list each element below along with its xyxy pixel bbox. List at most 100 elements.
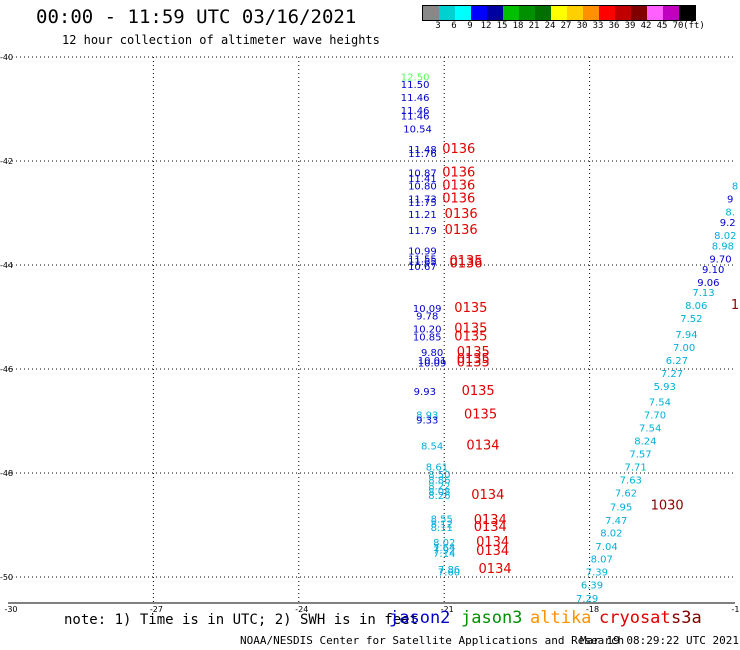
wave-height-value: 11.46 <box>401 111 430 122</box>
satellite-jason3: jason3 <box>461 608 523 628</box>
wave-height-value: 7.63 <box>620 475 642 486</box>
satellite-jason2: jason2 <box>389 608 451 628</box>
longitude-tick-label: -24 <box>295 605 308 614</box>
wave-height-value: 7.54 <box>639 423 661 434</box>
wave-height-value: 11.41 <box>408 174 437 185</box>
wave-height-value: 7.64 <box>433 543 455 554</box>
wave-height-value: 8.08 <box>428 487 450 498</box>
wave-height-value: 8.06 <box>685 301 707 312</box>
wave-height-value: 8.11 <box>431 523 453 534</box>
legend-label: 6 <box>451 21 457 31</box>
wave-height-value: 10.54 <box>403 124 432 135</box>
wave-height-value: 7.00 <box>673 343 695 354</box>
wave-height-value: 8.54 <box>421 442 443 453</box>
wave-height-value: 10.01 <box>418 356 447 367</box>
credit-text: NOAA/NESDIS Center for Satellite Applica… <box>240 634 625 647</box>
pass-time-label: 0136 <box>445 223 478 238</box>
legend-swatch <box>487 6 503 20</box>
wave-height-value: 8.12 <box>431 520 453 531</box>
longitude-tick-label: -27 <box>150 605 163 614</box>
wave-height-value: 9.78 <box>416 312 438 323</box>
legend-swatch <box>455 6 471 20</box>
latitude-tick-label: -50 <box>0 573 13 582</box>
legend-label: 3 <box>435 21 441 31</box>
wave-height-value: 8.86 <box>428 475 450 486</box>
legend-swatch <box>663 6 679 20</box>
wave-height-value: 10.09 <box>418 358 447 369</box>
wave-height-value: 7.54 <box>649 397 671 408</box>
wave-height-value: 10.20 <box>413 325 442 336</box>
wave-height-value: 9 <box>727 195 733 206</box>
longitude-tick-label: -15 <box>731 605 740 614</box>
wave-height-value: 10.85 <box>413 332 442 343</box>
wave-height-value: 8.02 <box>600 528 622 539</box>
wave-height-value: 7.95 <box>610 502 632 513</box>
pass-time-label: 1 <box>731 298 739 313</box>
pass-time-label: 0134 <box>479 562 512 577</box>
legend-swatch <box>535 6 551 20</box>
wave-height-value: 9.2 <box>720 218 736 229</box>
legend-label: 39 <box>624 21 636 31</box>
wave-height-value: 10.09 <box>413 304 442 315</box>
wave-height-value: 9.33 <box>416 416 438 427</box>
wave-height-value: 7.94 <box>675 330 697 341</box>
pass-time-label: 0134 <box>471 488 504 503</box>
pass-time-label: 0135 <box>454 301 487 316</box>
legend-swatch <box>439 6 455 20</box>
wave-height-value: 11.76 <box>408 149 437 160</box>
legend-swatch <box>567 6 583 20</box>
wave-height-value: 6.39 <box>581 580 603 591</box>
wave-height-value: 7.52 <box>680 314 702 325</box>
wave-height-value: 7.57 <box>629 449 651 460</box>
footer-note: note: 1) Time is in UTC; 2) SWH is in fe… <box>64 612 419 628</box>
legend-label: (ft) <box>683 21 705 31</box>
pass-time-label: 0135 <box>457 345 490 360</box>
wave-height-value: 7.86 <box>438 565 460 576</box>
pass-time-label: 0136 <box>449 257 482 272</box>
wave-height-value: 7.29 <box>576 594 598 605</box>
wave-height-value: 9.93 <box>414 387 436 398</box>
legend-label: 36 <box>608 21 620 31</box>
legend-label: 45 <box>656 21 668 31</box>
longitude-tick-label: -30 <box>4 605 17 614</box>
longitude-tick-label: -18 <box>586 605 599 614</box>
page-title: 00:00 - 11:59 UTC 03/16/2021 <box>36 6 357 28</box>
legend-label: 33 <box>592 21 604 31</box>
legend-label: 15 <box>496 21 508 31</box>
pass-time-label: 0135 <box>464 407 497 422</box>
legend-swatch <box>599 6 615 20</box>
wave-height-value: 7.04 <box>595 542 617 553</box>
legend-label: 70 <box>672 21 684 31</box>
latitude-tick-label: -48 <box>0 469 13 478</box>
wave-height-value: 8.98 <box>712 241 734 252</box>
color-scale-legend <box>422 5 696 21</box>
pass-time-label: 0136 <box>442 142 475 157</box>
legend-swatch <box>679 6 695 20</box>
pass-time-label: 0136 <box>442 166 475 181</box>
latitude-tick-label: -44 <box>0 261 13 270</box>
wave-height-value: 10.99 <box>408 247 437 258</box>
wave-height-value: 10.80 <box>408 182 437 193</box>
legend-label: 30 <box>576 21 588 31</box>
wave-height-value: 8.55 <box>431 514 453 525</box>
pass-time-label: 0134 <box>474 520 507 535</box>
pass-time-label: 0135 <box>449 254 482 269</box>
wave-height-value: 6.27 <box>666 356 688 367</box>
wave-height-value: 8.26 <box>428 491 450 502</box>
legend-label: 42 <box>640 21 652 31</box>
wave-height-value: 9.80 <box>421 348 443 359</box>
wave-height-value: 9.10 <box>702 265 724 276</box>
legend-label: 18 <box>512 21 524 31</box>
legend-label: 21 <box>528 21 540 31</box>
wave-height-value: 8. <box>725 208 735 219</box>
wave-height-value: 11.48 <box>408 145 437 156</box>
wave-height-value: 7.14 <box>433 549 455 560</box>
wave-height-value: 8.22 <box>428 482 450 493</box>
pass-time-label: 0134 <box>476 535 509 550</box>
wave-height-value: 9.06 <box>697 278 719 289</box>
pass-time-label: 1030 <box>651 498 684 513</box>
pass-time-label: 0136 <box>442 192 475 207</box>
wave-height-value: 12.50 <box>401 72 430 83</box>
wave-height-value: 11.65 <box>408 257 437 268</box>
longitude-tick-label: -21 <box>441 605 454 614</box>
